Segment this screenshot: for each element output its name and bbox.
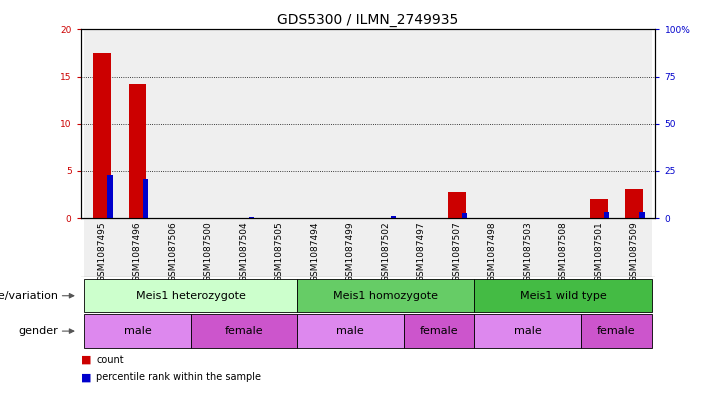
Text: count: count bbox=[96, 354, 123, 365]
Text: GSM1087508: GSM1087508 bbox=[559, 221, 568, 282]
Bar bbox=[226, 29, 261, 218]
Bar bbox=[143, 180, 148, 218]
Text: female: female bbox=[224, 326, 263, 336]
Text: Meis1 wild type: Meis1 wild type bbox=[520, 291, 606, 301]
Text: percentile rank within the sample: percentile rank within the sample bbox=[96, 372, 261, 382]
Bar bbox=[616, 29, 652, 218]
Text: Meis1 homozygote: Meis1 homozygote bbox=[333, 291, 438, 301]
Bar bbox=[226, 218, 261, 277]
Text: GSM1087509: GSM1087509 bbox=[629, 221, 639, 282]
Text: GSM1087502: GSM1087502 bbox=[381, 221, 390, 282]
Text: GSM1087504: GSM1087504 bbox=[239, 221, 248, 282]
Text: ■: ■ bbox=[81, 354, 91, 365]
Bar bbox=[581, 29, 616, 218]
Bar bbox=[616, 218, 652, 277]
Bar bbox=[510, 218, 545, 277]
Bar bbox=[639, 211, 645, 218]
Bar bbox=[475, 218, 510, 277]
Bar bbox=[590, 199, 608, 218]
Text: male: male bbox=[123, 326, 151, 336]
Bar bbox=[368, 218, 404, 277]
Text: GSM1087499: GSM1087499 bbox=[346, 221, 355, 282]
Bar bbox=[332, 29, 368, 218]
Text: GSM1087500: GSM1087500 bbox=[204, 221, 213, 282]
Bar bbox=[191, 218, 226, 277]
Bar bbox=[545, 218, 581, 277]
Bar bbox=[581, 218, 616, 277]
Text: GSM1087498: GSM1087498 bbox=[488, 221, 497, 282]
Bar bbox=[128, 84, 147, 218]
Bar bbox=[297, 218, 332, 277]
Bar bbox=[448, 192, 465, 218]
Text: female: female bbox=[420, 326, 458, 336]
Bar bbox=[545, 29, 581, 218]
Text: genotype/variation: genotype/variation bbox=[0, 291, 58, 301]
Text: GSM1087494: GSM1087494 bbox=[311, 221, 319, 281]
Bar bbox=[391, 216, 396, 218]
Bar bbox=[120, 29, 155, 218]
Bar bbox=[604, 213, 609, 218]
Bar bbox=[84, 218, 120, 277]
Text: GSM1087496: GSM1087496 bbox=[133, 221, 142, 282]
Text: Meis1 heterozygote: Meis1 heterozygote bbox=[136, 291, 245, 301]
Bar bbox=[368, 29, 404, 218]
Bar bbox=[155, 218, 191, 277]
Text: gender: gender bbox=[18, 326, 58, 336]
Text: GSM1087501: GSM1087501 bbox=[594, 221, 603, 282]
Bar bbox=[191, 29, 226, 218]
Bar bbox=[439, 218, 475, 277]
Bar bbox=[107, 175, 113, 218]
Bar bbox=[510, 29, 545, 218]
Text: male: male bbox=[514, 326, 542, 336]
Bar bbox=[155, 29, 191, 218]
Bar bbox=[120, 218, 155, 277]
Text: GSM1087506: GSM1087506 bbox=[168, 221, 177, 282]
Bar bbox=[261, 29, 297, 218]
Bar bbox=[297, 29, 332, 218]
Bar bbox=[261, 218, 297, 277]
Bar bbox=[404, 218, 439, 277]
Text: GSM1087507: GSM1087507 bbox=[452, 221, 461, 282]
Bar bbox=[93, 53, 111, 218]
Text: male: male bbox=[336, 326, 364, 336]
Text: ■: ■ bbox=[81, 372, 91, 382]
Text: female: female bbox=[597, 326, 636, 336]
Bar bbox=[475, 29, 510, 218]
Bar bbox=[84, 29, 120, 218]
Bar bbox=[625, 189, 643, 218]
Bar bbox=[332, 218, 368, 277]
Text: GSM1087495: GSM1087495 bbox=[97, 221, 107, 282]
Text: GSM1087497: GSM1087497 bbox=[417, 221, 426, 282]
Bar bbox=[404, 29, 439, 218]
Text: GSM1087503: GSM1087503 bbox=[523, 221, 532, 282]
Bar bbox=[462, 213, 468, 218]
Title: GDS5300 / ILMN_2749935: GDS5300 / ILMN_2749935 bbox=[278, 13, 458, 27]
Bar bbox=[249, 217, 254, 218]
Text: GSM1087505: GSM1087505 bbox=[275, 221, 284, 282]
Bar bbox=[439, 29, 475, 218]
